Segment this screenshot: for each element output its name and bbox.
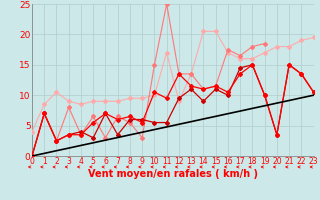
X-axis label: Vent moyen/en rafales ( km/h ): Vent moyen/en rafales ( km/h ) bbox=[88, 169, 258, 179]
